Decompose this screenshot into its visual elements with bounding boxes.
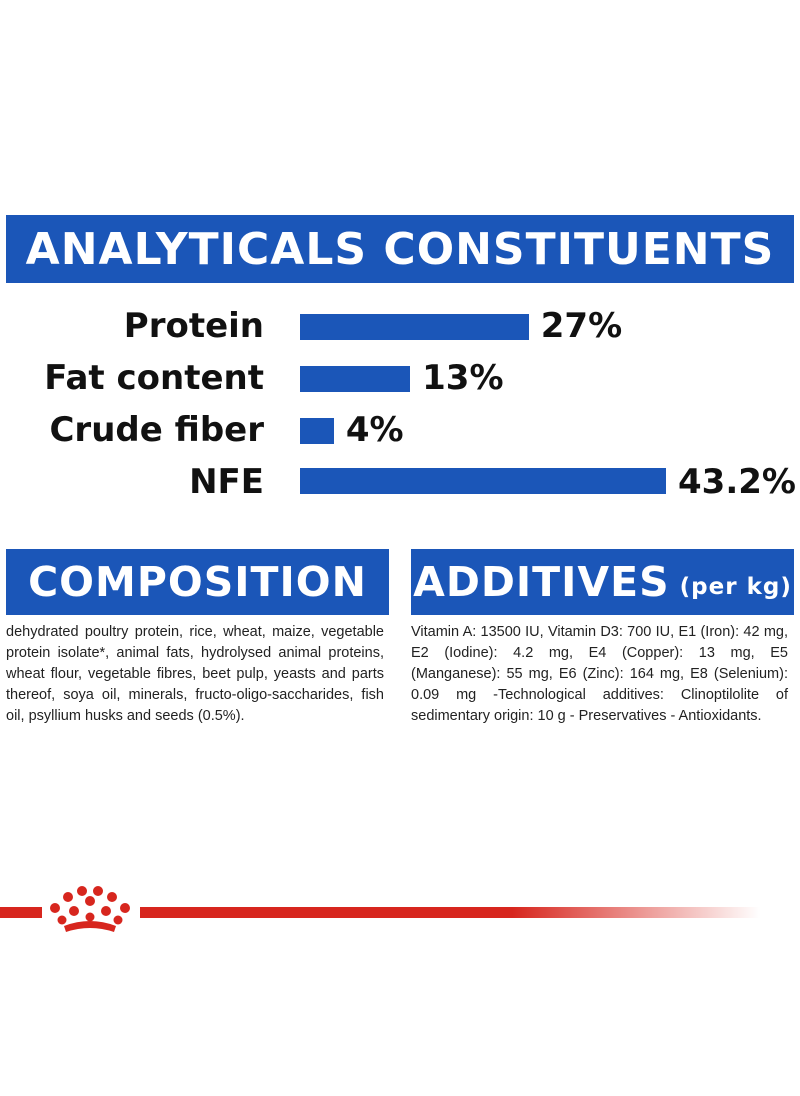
row-value: 27% [540, 306, 623, 346]
brand-line-left [0, 907, 42, 918]
row-bar [300, 366, 411, 392]
row-value: 13% [422, 358, 504, 398]
analytics-title-banner: ANALYTICALS CONSTITUENTS [6, 215, 794, 283]
row-bar [300, 468, 666, 494]
row-label: Crude fiber [49, 410, 264, 450]
row-value: 4% [345, 410, 404, 450]
additives-title: ADDITIVES [413, 558, 670, 606]
additives-unit: (per kg) [679, 574, 792, 600]
crown-icon [50, 886, 130, 932]
brand-line-right [140, 907, 760, 918]
additives-title-banner: ADDITIVES (per kg) [411, 549, 794, 615]
row-bar [300, 314, 529, 340]
row-label: NFE [189, 462, 264, 502]
composition-title-banner: COMPOSITION [6, 549, 389, 615]
analytics-title: ANALYTICALS CONSTITUENTS [25, 223, 775, 275]
composition-title: COMPOSITION [28, 558, 367, 606]
additives-text: Vitamin A: 13500 IU, Vitamin D3: 700 IU,… [411, 624, 788, 724]
row-label: Fat content [44, 358, 264, 398]
row-label: Protein [123, 306, 264, 346]
row-value: 43.2% [678, 462, 796, 502]
composition-text: dehydrated poultry protein, rice, wheat,… [6, 624, 384, 724]
row-bar [300, 418, 334, 444]
